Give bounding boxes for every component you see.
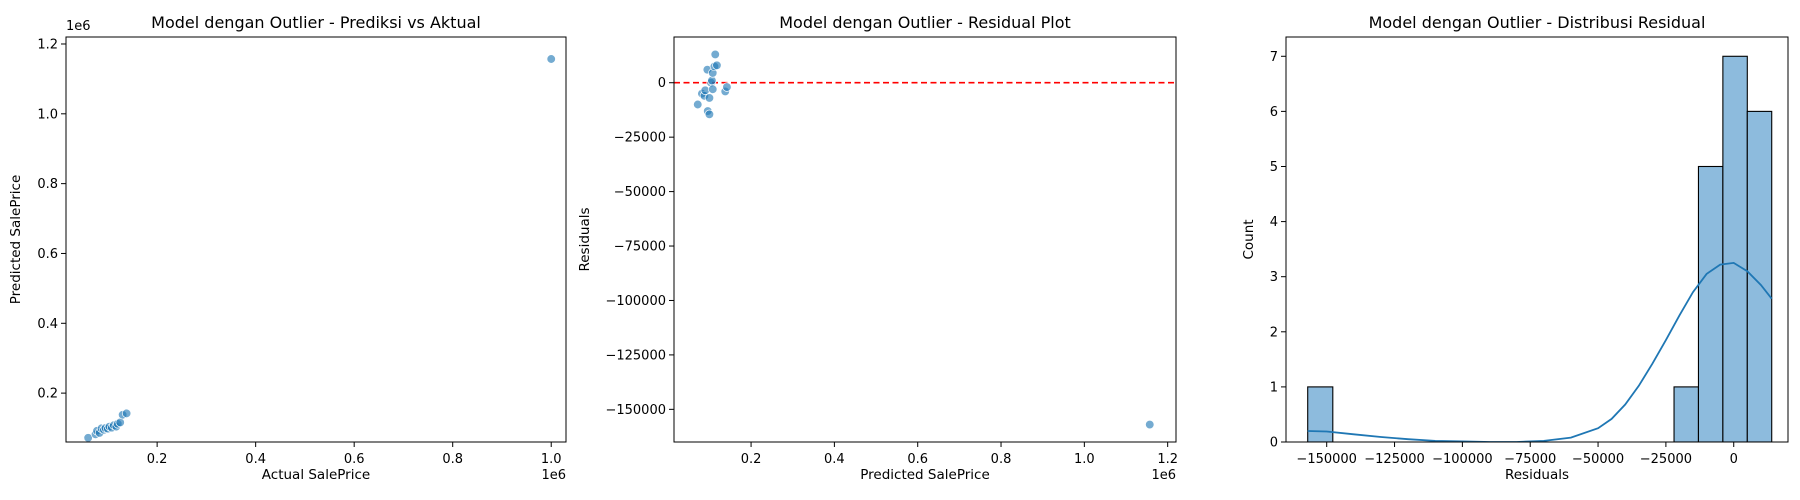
y-tick-label: 1.2 <box>37 37 58 52</box>
y-tick-label: 0.6 <box>37 247 58 262</box>
x-tick-label: 0 <box>1730 452 1738 467</box>
scatter-point <box>712 60 722 70</box>
x-axis-label: Residuals <box>1505 467 1569 483</box>
y-tick-label: −75000 <box>614 240 666 255</box>
histogram-bar <box>1697 165 1724 442</box>
y-tick-label: 1.0 <box>37 107 58 122</box>
y-tick-label: 4 <box>1270 215 1278 230</box>
x-tick-label: 1.0 <box>1074 452 1095 467</box>
scatter-point <box>722 82 732 92</box>
y-tick-label: 1 <box>1270 380 1278 395</box>
chart-title: Model dengan Outlier - Prediksi vs Aktua… <box>151 13 481 32</box>
scatter-point <box>707 75 717 86</box>
scatter-point <box>115 417 125 428</box>
x-tick-label: 1.2 <box>1157 452 1178 467</box>
x-offset-label: 1e6 <box>1151 468 1176 483</box>
plot-frame <box>65 36 567 443</box>
x-tick-label: −150000 <box>1296 452 1357 467</box>
chart-title: Model dengan Outlier - Residual Plot <box>779 13 1071 32</box>
y-tick-label: 0.2 <box>37 387 58 402</box>
chart-title: Model dengan Outlier - Distribusi Residu… <box>1369 13 1706 32</box>
x-tick-label: 1.0 <box>541 452 562 467</box>
y-tick-label: 7 <box>1270 50 1278 65</box>
y-tick-label: −25000 <box>614 131 666 146</box>
y-tick-label: 2 <box>1270 325 1278 340</box>
data-marks <box>674 49 1176 430</box>
plot-frame <box>1285 36 1789 443</box>
x-tick-label: 0.2 <box>147 452 168 467</box>
x-axis-label: Predicted SalePrice <box>860 467 990 483</box>
x-tick-label: −125000 <box>1364 452 1425 467</box>
y-tick-label: −125000 <box>605 348 666 363</box>
x-tick-label: 0.6 <box>907 452 928 467</box>
data-marks <box>83 54 556 442</box>
scatter-point <box>693 99 703 110</box>
scatter-point <box>1145 419 1155 430</box>
scatter-point <box>546 54 556 64</box>
plot-frame <box>673 36 1177 443</box>
chart-panel-1: 0.2 0.4 0.6 0.8 1.0 0.2 0.4 0.6 0.8 1.0 1.2 1e6 1e6 M… <box>8 13 567 483</box>
y-tick-label: 5 <box>1270 160 1278 175</box>
x-tick-label: 0.2 <box>741 452 762 467</box>
histogram-bar <box>1673 386 1700 442</box>
scatter-point <box>83 433 93 442</box>
x-tick-label: −50000 <box>1572 452 1624 467</box>
y-axis-label: Residuals <box>577 207 593 271</box>
scatter-point <box>121 408 132 419</box>
x-tick-label: 0.8 <box>442 452 463 467</box>
x-tick-label: 0.4 <box>824 452 845 467</box>
scatter-point <box>710 49 720 60</box>
x-axis-label: Actual SalePrice <box>262 467 370 483</box>
x-tick-label: −25000 <box>1640 452 1692 467</box>
data-marks <box>1307 55 1773 442</box>
chart-panel-3: −150000 −125000 −100000 −75000 −50000 −25000 0… <box>1241 13 1789 483</box>
x-tick-label: −100000 <box>1432 452 1493 467</box>
y-tick-label: −100000 <box>605 294 666 309</box>
scatter-point <box>704 109 715 119</box>
y-tick-label: 0.8 <box>37 177 58 192</box>
y-tick-label: 3 <box>1270 270 1278 285</box>
y-tick-label: −50000 <box>614 185 666 200</box>
y-tick-label: 0 <box>658 76 666 91</box>
y-offset-label: 1e6 <box>66 19 91 34</box>
histogram-bar <box>1746 110 1773 442</box>
y-axis-label: Count <box>1241 219 1257 259</box>
histogram-bar <box>1307 386 1334 442</box>
x-tick-label: 0.4 <box>245 452 266 467</box>
scatter-point <box>704 93 715 103</box>
x-offset-label: 1e6 <box>541 468 566 483</box>
x-tick-label: −75000 <box>1504 452 1556 467</box>
y-axis-label: Predicted SalePrice <box>8 175 24 305</box>
kde-curve <box>1307 261 1773 442</box>
histogram-bar <box>1722 55 1748 442</box>
scatter-point <box>708 84 718 94</box>
y-tick-label: −150000 <box>605 403 666 418</box>
y-tick-label: 6 <box>1270 105 1278 120</box>
y-tick-label: 0 <box>1270 436 1278 451</box>
y-tick-label: 0.4 <box>37 317 58 332</box>
chart-panel-2: 0.2 0.4 0.6 0.8 1.0 1.2 0 −25000 −50000 −75000 −10… <box>577 13 1178 483</box>
x-tick-label: 0.6 <box>344 452 365 467</box>
x-tick-label: 0.8 <box>991 452 1012 467</box>
